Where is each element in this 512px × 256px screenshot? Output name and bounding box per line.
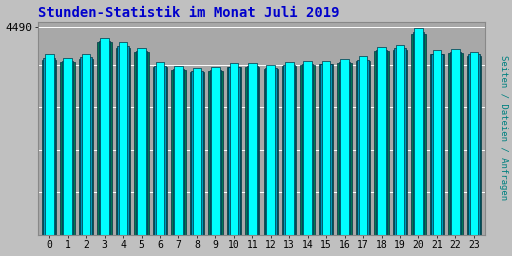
Bar [396,45,404,235]
Bar [285,62,293,235]
Bar [413,32,424,235]
Bar [376,50,387,235]
Bar [97,42,112,235]
Bar [304,61,312,235]
Bar [62,61,73,235]
Bar [228,67,240,235]
Bar [171,70,186,235]
Bar [284,65,295,235]
Bar [339,62,350,235]
Bar [45,55,54,235]
Text: Stunden-Statistik im Monat Juli 2019: Stunden-Statistik im Monat Juli 2019 [38,6,339,19]
Bar [79,59,93,235]
Text: Seiten / Dateien / Anfragen: Seiten / Dateien / Anfragen [499,56,508,200]
Bar [209,70,221,235]
Bar [359,56,368,235]
Bar [414,28,423,235]
Bar [100,38,109,235]
Bar [356,60,370,235]
Bar [119,42,127,235]
Bar [340,59,349,235]
Bar [357,60,369,235]
Bar [411,34,425,235]
Bar [116,48,130,235]
Bar [321,63,332,235]
Bar [193,68,201,235]
Bar [394,48,406,235]
Bar [82,55,91,235]
Bar [322,60,330,235]
Bar [302,64,313,235]
Bar [433,50,441,235]
Bar [301,65,315,235]
Bar [80,57,92,235]
Bar [319,65,333,235]
Bar [63,58,72,235]
Bar [229,63,238,235]
Bar [264,69,278,235]
Bar [337,62,352,235]
Bar [42,60,56,235]
Bar [99,41,111,235]
Bar [153,67,167,235]
Bar [211,67,220,235]
Bar [266,65,275,235]
Bar [466,56,481,235]
Bar [470,52,478,235]
Bar [393,50,407,235]
Bar [468,55,480,235]
Bar [208,71,223,235]
Bar [245,67,260,235]
Bar [156,62,164,235]
Bar [117,46,129,235]
Bar [450,52,461,235]
Bar [430,55,444,235]
Bar [248,63,257,235]
Bar [448,53,463,235]
Bar [282,66,296,235]
Bar [173,69,184,235]
Bar [247,66,258,235]
Bar [136,51,147,235]
Bar [190,72,204,235]
Bar [431,54,443,235]
Bar [227,67,241,235]
Bar [134,52,148,235]
Bar [377,47,386,235]
Bar [191,71,203,235]
Bar [265,68,276,235]
Bar [154,66,166,235]
Bar [174,66,183,235]
Bar [60,62,75,235]
Bar [374,51,389,235]
Bar [137,48,146,235]
Bar [451,49,460,235]
Bar [44,58,55,235]
